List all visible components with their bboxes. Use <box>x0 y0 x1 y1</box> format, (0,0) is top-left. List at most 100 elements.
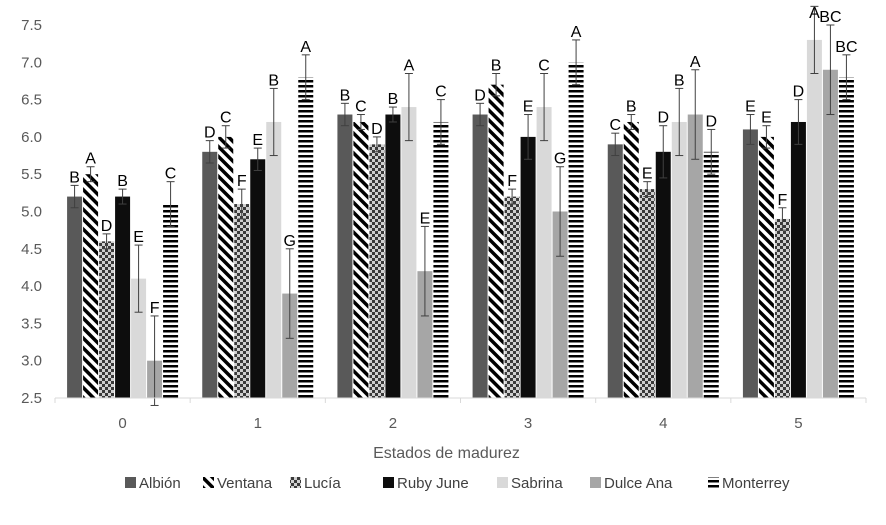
y-tick-label: 7.0 <box>21 54 42 71</box>
significance-label: BC <box>835 39 857 56</box>
bar <box>703 151 719 398</box>
x-tick-label: 1 <box>254 415 262 432</box>
x-tick-label: 0 <box>118 415 126 432</box>
y-tick-label: 6.0 <box>21 129 42 146</box>
significance-label: F <box>237 173 247 190</box>
significance-label: A <box>690 54 701 71</box>
bar <box>742 129 758 398</box>
bars-layer <box>67 5 854 406</box>
bar <box>568 62 584 399</box>
significance-label: F <box>778 192 788 209</box>
bar <box>671 121 687 398</box>
significance-label: G <box>554 151 566 168</box>
legend-swatch <box>590 477 601 488</box>
y-tick-label: 4.5 <box>21 241 42 258</box>
significance-label: C <box>609 117 621 134</box>
bar <box>83 174 99 398</box>
significance-label: A <box>809 5 820 22</box>
significance-label: D <box>371 121 383 138</box>
bar <box>822 69 838 398</box>
legend: Albión Ventana Lucía Ruby June Sabrina Dulce … <box>125 475 790 492</box>
significance-label: D <box>705 113 717 130</box>
bar <box>282 293 298 398</box>
legend-label: Ruby June <box>397 475 469 492</box>
legend-label: Dulce Ana <box>604 475 673 492</box>
bar <box>202 151 218 398</box>
legend-label: Sabrina <box>511 475 563 492</box>
significance-label: D <box>793 84 805 101</box>
bar <box>250 159 266 398</box>
significance-label: C <box>538 57 550 74</box>
bar <box>266 121 282 398</box>
significance-label: A <box>571 24 582 41</box>
legend-label: Monterrey <box>722 475 790 492</box>
significance-label: D <box>204 125 216 142</box>
bar <box>433 121 449 398</box>
significance-label: E <box>133 229 144 246</box>
significance-label: B <box>491 57 502 74</box>
y-tick-label: 7.5 <box>21 17 42 34</box>
bar <box>99 241 115 398</box>
bar <box>417 271 433 398</box>
y-tick-label: 3.0 <box>21 353 42 370</box>
bar <box>774 218 790 398</box>
bar <box>115 196 131 398</box>
bar <box>520 136 536 398</box>
bar <box>472 114 488 399</box>
significance-label: D <box>101 218 113 235</box>
x-tick-label: 3 <box>524 415 532 432</box>
significance-label: F <box>150 300 160 317</box>
legend-swatch <box>125 477 136 488</box>
bar <box>607 144 623 398</box>
significance-label: F <box>507 173 517 190</box>
bar <box>552 211 568 398</box>
y-tick-label: 4.0 <box>21 278 42 295</box>
significance-label: E <box>523 99 534 116</box>
x-tick-label: 5 <box>794 415 802 432</box>
legend-label: Albión <box>139 475 181 492</box>
legend-swatch <box>497 477 508 488</box>
significance-label: B <box>674 72 685 89</box>
significance-label: E <box>745 99 756 116</box>
significance-label: C <box>165 166 177 183</box>
bar <box>369 144 385 398</box>
x-axis-title: Estados de madurez <box>373 445 520 462</box>
bar <box>298 77 314 398</box>
significance-label: C <box>220 110 232 127</box>
bar <box>838 77 854 398</box>
significance-label: BC <box>819 9 841 26</box>
x-tick-label: 2 <box>389 415 397 432</box>
significance-label: B <box>117 173 128 190</box>
significance-label: A <box>404 57 415 74</box>
legend-swatch <box>383 477 394 488</box>
axes-layer: 2.5 3.0 3.5 4.0 4.5 5.0 5.5 6.0 6.5 7.0 7.5 0 1 2 3 4 5 E… <box>21 17 867 462</box>
significance-label: C <box>355 99 367 116</box>
bar <box>488 84 504 399</box>
bar <box>131 278 147 398</box>
legend-swatch <box>203 477 214 488</box>
significance-label: A <box>300 39 311 56</box>
bar <box>758 136 774 398</box>
legend-label: Lucía <box>304 475 341 492</box>
significance-label: B <box>626 99 637 116</box>
significance-label: B <box>268 72 279 89</box>
bar <box>790 121 806 398</box>
significance-label: B <box>388 91 399 108</box>
x-tick-label: 4 <box>659 415 667 432</box>
significance-label: A <box>85 151 96 168</box>
y-tick-label: 3.5 <box>21 315 42 332</box>
significance-label: B <box>69 169 80 186</box>
bar <box>218 136 234 398</box>
legend-label: Ventana <box>217 475 273 492</box>
significance-label: E <box>252 132 263 149</box>
significance-label: E <box>761 110 772 127</box>
y-tick-label: 5.0 <box>21 204 42 221</box>
bar <box>806 39 822 399</box>
bar <box>401 107 417 398</box>
y-tick-label: 6.5 <box>21 92 42 109</box>
legend-swatch <box>290 477 301 488</box>
significance-label: C <box>435 84 447 101</box>
significance-label: B <box>340 87 351 104</box>
